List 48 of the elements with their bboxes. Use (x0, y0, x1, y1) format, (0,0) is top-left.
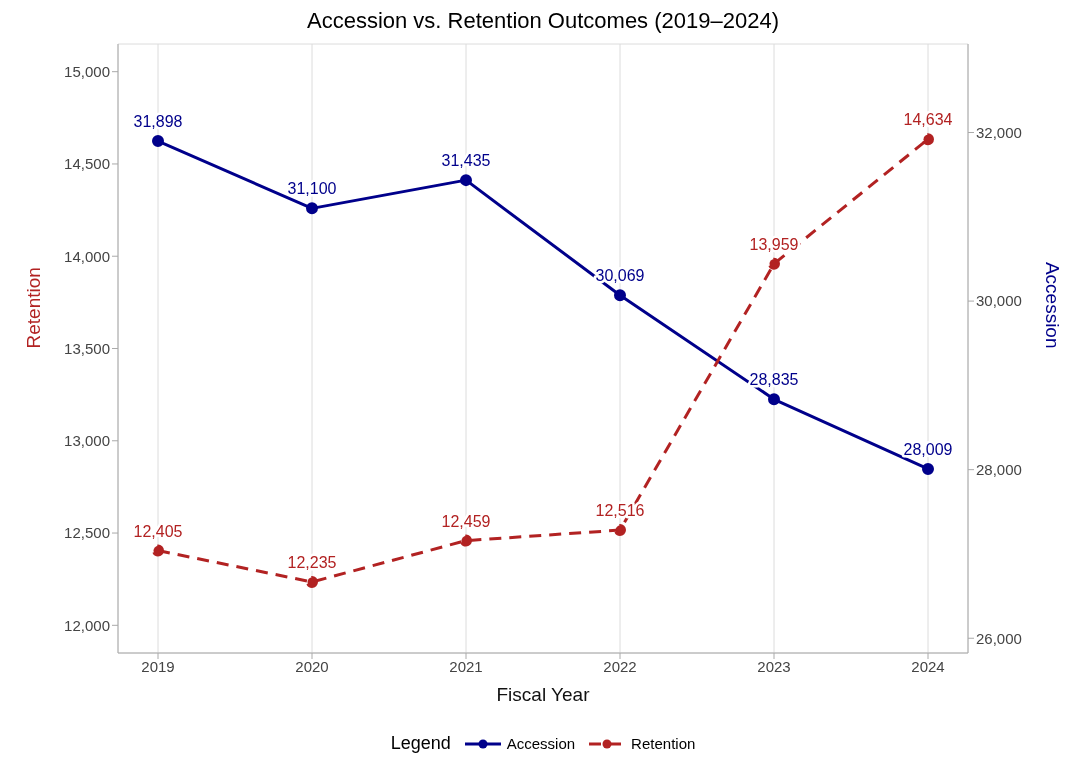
chart-title: Accession vs. Retention Outcomes (2019–2024) (305, 8, 780, 34)
point (768, 393, 780, 406)
data-label: 28,835 (749, 371, 799, 389)
y-tick-label: 15,000 (64, 63, 110, 81)
x-tick-label: 2023 (757, 657, 791, 675)
x-tick-label: 2024 (911, 657, 945, 675)
x-tick-label: 2022 (603, 657, 637, 675)
point (614, 524, 626, 537)
legend-title: Legend (390, 733, 451, 754)
x-tick-label: 2021 (449, 657, 483, 675)
data-label: 12,405 (133, 522, 183, 540)
y2-tick-label: 30,000 (976, 292, 1022, 310)
y2-axis-title: Accession (1042, 261, 1064, 349)
y2-tick-label: 26,000 (976, 629, 1022, 647)
point (152, 544, 164, 557)
data-label: 14,634 (903, 111, 953, 129)
y-tick-label: 12,500 (64, 524, 110, 542)
y2-tick-label: 28,000 (976, 460, 1022, 478)
x-axis-title: Fiscal Year (496, 684, 591, 705)
data-label: 12,516 (595, 502, 645, 520)
point (460, 534, 472, 547)
point (152, 135, 164, 148)
y-tick-label: 14,500 (64, 155, 110, 173)
point (306, 202, 318, 215)
y2-tick-label: 32,000 (976, 123, 1022, 141)
x-tick-label: 2020 (295, 657, 329, 675)
data-label: 30,069 (595, 267, 645, 285)
point (614, 289, 626, 302)
legend-label: Retention (630, 735, 696, 752)
point (460, 174, 472, 187)
data-label: 12,235 (287, 553, 337, 571)
point (922, 462, 934, 475)
y-tick-label: 13,500 (64, 339, 110, 357)
y-tick-label: 14,000 (64, 247, 110, 265)
data-label: 28,009 (903, 440, 953, 458)
point (306, 575, 318, 588)
legend-label: Accession (505, 735, 576, 752)
data-label: 31,898 (133, 113, 183, 131)
point (768, 257, 780, 270)
point (922, 133, 934, 146)
y-tick-label: 12,000 (64, 616, 110, 634)
data-label: 12,459 (441, 512, 491, 530)
y-tick-label: 13,000 (64, 432, 110, 450)
data-label: 31,100 (287, 180, 337, 198)
data-label: 13,959 (749, 235, 799, 253)
x-tick-label: 2019 (141, 657, 175, 675)
y-axis-title: Retention (22, 267, 44, 349)
data-label: 31,435 (441, 152, 491, 170)
